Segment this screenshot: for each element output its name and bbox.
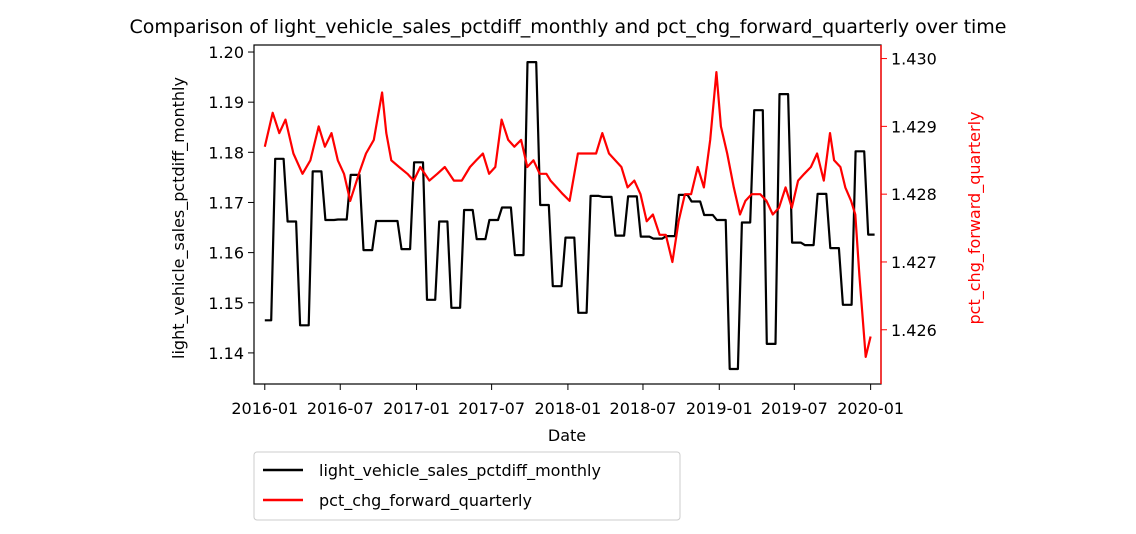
left-tick-label: 1.18: [208, 143, 244, 162]
right-tick-label: 1.427: [891, 253, 937, 272]
legend-label-pct: pct_chg_forward_quarterly: [319, 491, 532, 511]
right-tick-label: 1.429: [891, 117, 937, 136]
x-tick-label: 2017-07: [458, 399, 525, 418]
right-tick-label: 1.426: [891, 321, 937, 340]
x-tick-label: 2016-07: [307, 399, 374, 418]
chart-title: Comparison of light_vehicle_sales_pctdif…: [130, 16, 1007, 38]
left-axis-label: light_vehicle_sales_pctdiff_monthly: [169, 77, 189, 359]
left-tick-label: 1.17: [208, 193, 244, 212]
legend: light_vehicle_sales_pctdiff_monthly pct_…: [253, 451, 681, 521]
x-axis-label: Date: [548, 426, 586, 445]
x-tick-label: 2019-07: [761, 399, 828, 418]
series-line-pct-chg-forward: [263, 71, 872, 358]
x-tick-label: 2018-01: [534, 399, 601, 418]
left-tick-label: 1.14: [208, 344, 244, 363]
x-axis: 2016-01 2016-07 2017-01 2017-07 2018-01 2018-…: [231, 384, 904, 418]
left-axis: 1.14 1.15 1.16 1.17 1.18 1.19 1.20: [208, 43, 254, 363]
x-tick-label: 2017-01: [383, 399, 450, 418]
right-tick-label: 1.430: [891, 50, 937, 69]
x-tick-label: 2016-01: [231, 399, 298, 418]
left-tick-label: 1.20: [208, 43, 244, 62]
x-tick-label: 2020-01: [837, 399, 904, 418]
x-tick-label: 2018-07: [610, 399, 677, 418]
right-axis-label: pct_chg_forward_quarterly: [965, 112, 985, 325]
left-tick-label: 1.16: [208, 244, 244, 263]
series-line-light-vehicle-sales: [264, 61, 875, 371]
right-tick-label: 1.428: [891, 185, 937, 204]
legend-label-sales: light_vehicle_sales_pctdiff_monthly: [319, 461, 601, 481]
x-tick-label: 2019-01: [686, 399, 753, 418]
legend-frame: [253, 451, 681, 521]
right-axis: 1.426 1.427 1.428 1.429 1.430: [880, 45, 937, 384]
left-tick-label: 1.19: [208, 93, 244, 112]
series-layer: [263, 61, 875, 371]
left-tick-label: 1.15: [208, 294, 244, 313]
